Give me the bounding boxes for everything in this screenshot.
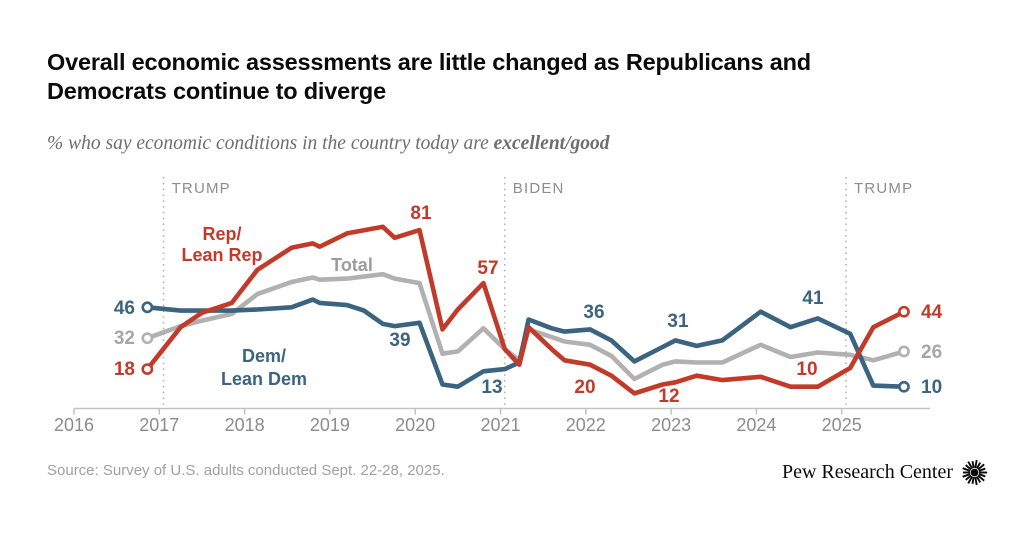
subtitle-emphasis: excellent/good: [493, 133, 610, 154]
chart-subtitle: % who say economic conditions in the cou…: [47, 133, 947, 155]
x-tick-label-2017: 2017: [139, 415, 179, 435]
page-title: Overall economic assessments are little …: [47, 48, 947, 106]
value-label-20-8: 20: [574, 377, 595, 398]
value-label-39-5: 39: [389, 330, 410, 351]
starburst-ray: [962, 473, 971, 478]
value-label-46-0: 46: [114, 298, 135, 319]
brand-footer: Pew Research Center: [748, 459, 988, 486]
starburst-ray: [974, 476, 978, 486]
value-label-44-13: 44: [921, 302, 943, 323]
dem-label-line2: Lean Dem: [221, 369, 307, 389]
starburst-ray: [965, 474, 972, 481]
value-label-10-15: 10: [921, 377, 942, 398]
starburst-center: [970, 468, 979, 477]
x-tick-label-2022: 2022: [566, 415, 606, 435]
starburst-ray: [962, 467, 971, 472]
value-label-41-11: 41: [802, 288, 824, 309]
value-label-32-1: 32: [114, 328, 135, 349]
starburst-ray: [978, 467, 986, 472]
series-line-dem: [145, 297, 907, 390]
marker-dem-start: [141, 301, 154, 314]
rep-label-line2: Lean Rep: [181, 245, 262, 265]
starburst-ray: [971, 461, 975, 469]
value-label-57-4: 57: [477, 258, 498, 279]
starburst-ray: [975, 476, 982, 483]
value-label-18-2: 18: [114, 359, 135, 380]
page-title-line2: Democrats continue to diverge: [47, 78, 386, 104]
rep-label-line1: Rep/: [202, 224, 241, 244]
marker-rep-start: [141, 363, 154, 375]
x-tick-label-2016: 2016: [54, 415, 94, 435]
value-label-26-14: 26: [921, 342, 942, 363]
starburst-ray: [967, 476, 974, 484]
starburst-ray: [977, 474, 985, 482]
subtitle-text: % who say economic conditions in the cou…: [47, 133, 494, 154]
x-tick-label-2019: 2019: [310, 415, 350, 435]
series-line-rep: [145, 224, 907, 396]
marker-total-end: [898, 345, 910, 358]
x-tick-label-2024: 2024: [736, 415, 776, 435]
starburst-ray: [975, 462, 982, 469]
marker-rep-end: [898, 305, 910, 318]
total-label-line1: Total: [331, 255, 373, 275]
starburst-ray: [977, 463, 985, 471]
source-note: Source: Survey of U.S. adults conducted …: [47, 462, 445, 479]
era-label-1: BIDEN: [513, 180, 565, 197]
dem-label-line1: Dem/: [242, 346, 286, 366]
starburst-ray: [965, 464, 972, 471]
marker-total-start: [141, 332, 154, 345]
starburst-ray: [971, 476, 975, 484]
pew-starburst-icon: [962, 459, 988, 486]
value-label-12-10: 12: [658, 386, 679, 407]
x-tick-label-2021: 2021: [480, 415, 520, 435]
x-tick-label-2025: 2025: [822, 415, 862, 435]
value-label-31-9: 31: [667, 311, 689, 332]
x-tick-label-2020: 2020: [395, 415, 435, 435]
value-label-10-12: 10: [796, 359, 817, 380]
value-label-81-3: 81: [410, 203, 432, 224]
value-label-36-7: 36: [583, 302, 604, 323]
starburst-ray: [978, 473, 986, 478]
starburst-ray: [967, 461, 974, 469]
marker-dem-end: [898, 380, 910, 393]
era-label-0: TRUMP: [172, 180, 231, 197]
x-tick-label-2023: 2023: [651, 415, 691, 435]
value-label-13-6: 13: [481, 377, 502, 398]
starburst-ray: [974, 459, 978, 469]
brand-name: Pew Research Center: [781, 461, 953, 483]
page-title-line1: Overall economic assessments are little …: [47, 49, 811, 75]
x-tick-label-2018: 2018: [225, 415, 265, 435]
era-label-2: TRUMP: [854, 180, 913, 197]
